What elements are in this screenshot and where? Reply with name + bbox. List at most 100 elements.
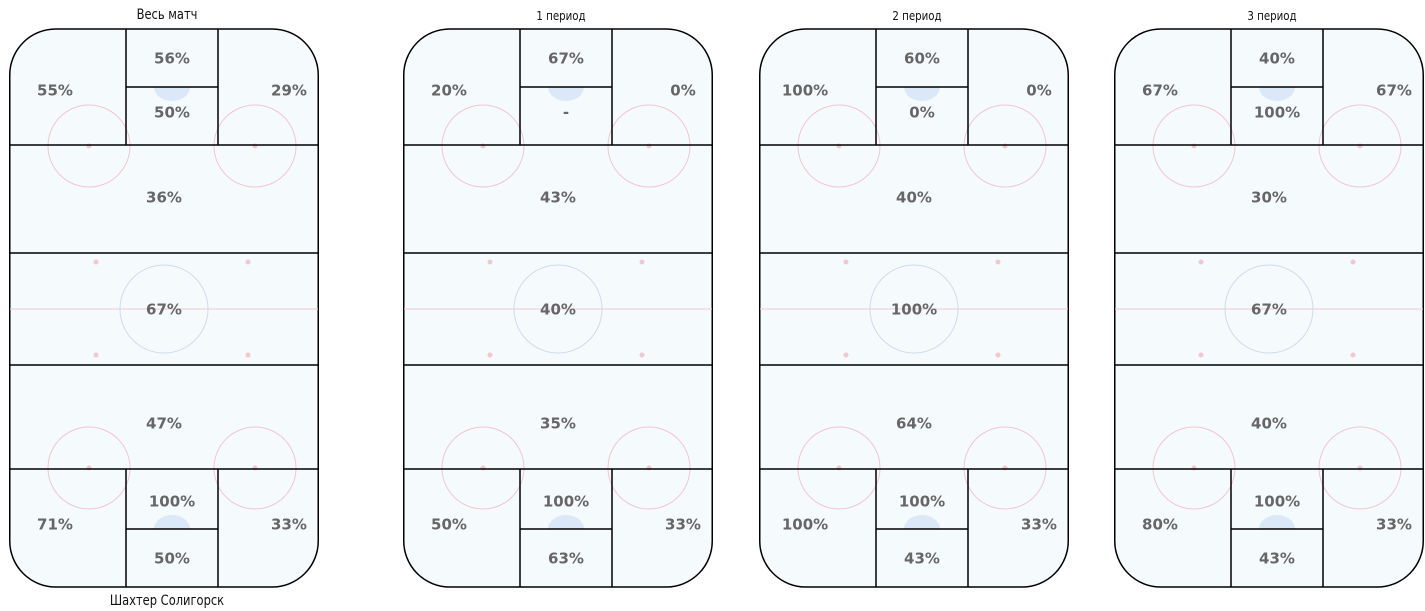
neutral-dot — [1350, 352, 1356, 358]
zone-label-bottom-center-upper: 100% — [899, 493, 945, 511]
faceoff-circle — [441, 104, 525, 188]
faceoff-circle — [1318, 426, 1402, 510]
zone-label-top-right: 67% — [1376, 82, 1412, 100]
zone-label-top-center-lower: 100% — [1254, 104, 1300, 122]
zone-label-center: 67% — [146, 301, 182, 319]
zone-label-lower-mid: 47% — [146, 415, 182, 433]
center-faceoff-circle — [869, 264, 959, 354]
rink-panel-period-2: 2 период 100% 60% 0% 0% 40% 100% 64% 100% 100% 43… — [759, 0, 1075, 611]
zone-label-upper-mid: 40% — [896, 189, 932, 207]
rink-outline — [1114, 28, 1424, 588]
zone-label-bottom-center-upper: 100% — [1254, 493, 1300, 511]
zone-label-lower-mid: 64% — [896, 415, 932, 433]
rink-panel-full-match: Весь матч 55% 56% 50% 29% 36% 67% 47% 71% 100% 50… — [9, 0, 325, 611]
zone-label-top-center-lower: 0% — [909, 104, 934, 122]
zone-label-bottom-center-upper: 100% — [149, 493, 195, 511]
goal-crease-bottom — [904, 515, 940, 529]
goal-crease-top — [904, 87, 940, 101]
zone-label-top-left: 20% — [431, 82, 467, 100]
faceoff-circle — [1152, 426, 1236, 510]
zone-label-bottom-center-lower: 43% — [904, 550, 940, 568]
faceoff-circle — [797, 104, 881, 188]
neutral-dot — [245, 352, 251, 358]
zone-label-bottom-left: 100% — [782, 516, 828, 534]
faceoff-circle — [1152, 104, 1236, 188]
faceoff-circle — [213, 104, 297, 188]
zone-label-bottom-center-lower: 43% — [1259, 550, 1295, 568]
zone-label-bottom-right: 33% — [665, 516, 701, 534]
rink-panel-period-3: 3 период 67% 40% 100% 67% 30% 67% 40% 80% 100% 43… — [1114, 0, 1425, 611]
panel-title: 1 период — [536, 8, 586, 23]
zone-label-top-right: 0% — [1026, 82, 1051, 100]
zone-label-upper-mid: 43% — [540, 189, 576, 207]
rink-diagram: 67% 40% 100% 67% 30% 67% 40% 80% 100% 43% 33% — [1114, 28, 1424, 588]
zone-label-bottom-right: 33% — [271, 516, 307, 534]
neutral-dot — [487, 352, 493, 358]
rink-outline — [403, 28, 713, 588]
zone-label-bottom-left: 50% — [431, 516, 467, 534]
neutral-dot — [995, 352, 1001, 358]
neutral-dot — [1198, 259, 1204, 265]
goal-crease-bottom — [1259, 515, 1295, 529]
faceoff-circle — [47, 104, 131, 188]
goal-crease-bottom — [548, 515, 584, 529]
neutral-dot — [843, 352, 849, 358]
neutral-dot — [93, 259, 99, 265]
zone-label-center: 67% — [1251, 301, 1287, 319]
zone-label-top-center-lower: 50% — [154, 104, 190, 122]
neutral-dot — [1198, 352, 1204, 358]
rink-outline — [9, 28, 319, 588]
zone-label-top-center-upper: 56% — [154, 50, 190, 68]
goal-crease-bottom — [154, 515, 190, 529]
faceoff-circle — [607, 426, 691, 510]
zone-label-bottom-center-upper: 100% — [543, 493, 589, 511]
zone-label-bottom-right: 33% — [1021, 516, 1057, 534]
zone-label-center: 100% — [891, 301, 937, 319]
zone-label-top-right: 29% — [271, 82, 307, 100]
zone-label-upper-mid: 30% — [1251, 189, 1287, 207]
zone-label-lower-mid: 40% — [1251, 415, 1287, 433]
rink-diagram: 20% 67% - 0% 43% 40% 35% 50% 100% 63% 33% — [403, 28, 713, 588]
zone-label-bottom-right: 33% — [1376, 516, 1412, 534]
neutral-dot — [245, 259, 251, 265]
neutral-dot — [1350, 259, 1356, 265]
faceoff-circle — [1318, 104, 1402, 188]
faceoff-circle — [213, 426, 297, 510]
zone-label-top-left: 67% — [1142, 82, 1178, 100]
goal-crease-top — [1259, 87, 1295, 101]
rink-outline — [759, 28, 1069, 588]
panel-title: 3 период — [1247, 8, 1297, 23]
neutral-dot — [93, 352, 99, 358]
center-faceoff-circle — [1224, 264, 1314, 354]
faceoff-circle — [963, 104, 1047, 188]
goal-crease-top — [548, 87, 584, 101]
zone-label-top-center-upper: 60% — [904, 50, 940, 68]
rink-diagram: 55% 56% 50% 29% 36% 67% 47% 71% 100% 50% 33% — [9, 28, 319, 588]
zone-label-bottom-center-lower: 50% — [154, 550, 190, 568]
zone-label-top-center-upper: 67% — [548, 50, 584, 68]
rink-panel-period-1: 1 период 20% 67% - 0% 43% 40% 35% 50% 100% 63% 33% — [403, 0, 719, 611]
zone-label-top-center-lower: - — [563, 104, 569, 122]
center-faceoff-circle — [513, 264, 603, 354]
center-faceoff-circle — [119, 264, 209, 354]
faceoff-circle — [47, 426, 131, 510]
panel-title: 2 период — [892, 8, 942, 23]
faceoff-circle — [797, 426, 881, 510]
neutral-dot — [487, 259, 493, 265]
neutral-dot — [639, 259, 645, 265]
neutral-dot — [995, 259, 1001, 265]
zone-label-top-center-upper: 40% — [1259, 50, 1295, 68]
goal-crease-top — [154, 87, 190, 101]
faceoff-circle — [607, 104, 691, 188]
zone-label-top-left: 100% — [782, 82, 828, 100]
rink-diagram: 100% 60% 0% 0% 40% 100% 64% 100% 100% 43% 33% — [759, 28, 1069, 588]
zone-label-bottom-left: 80% — [1142, 516, 1178, 534]
zone-label-lower-mid: 35% — [540, 415, 576, 433]
neutral-dot — [639, 352, 645, 358]
zone-label-center: 40% — [540, 301, 576, 319]
zone-label-top-right: 0% — [670, 82, 695, 100]
zone-label-bottom-center-lower: 63% — [548, 550, 584, 568]
zone-label-upper-mid: 36% — [146, 189, 182, 207]
zone-label-bottom-left: 71% — [37, 516, 73, 534]
team-name: Шахтер Солигорск — [109, 593, 225, 609]
